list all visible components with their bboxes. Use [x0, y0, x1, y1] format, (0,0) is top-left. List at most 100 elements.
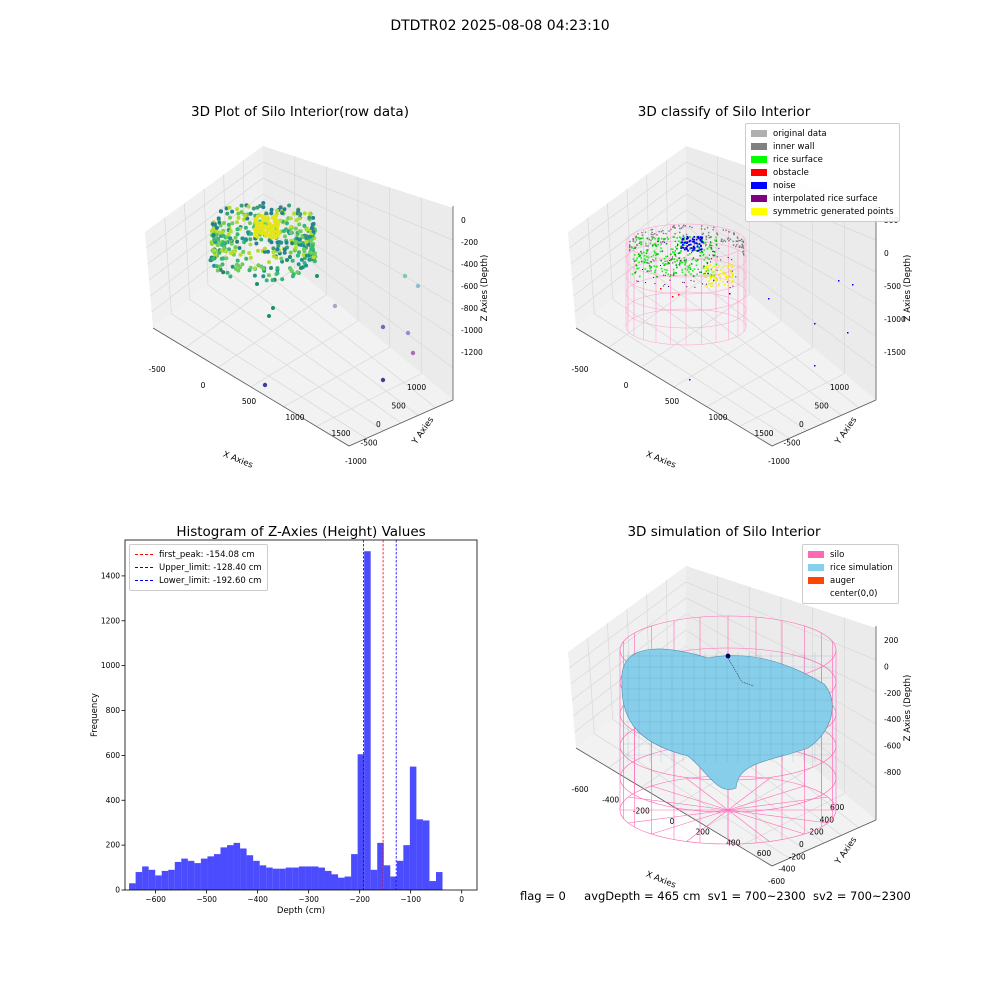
raw-point: [230, 209, 235, 214]
sim-silo-base-spoke: [628, 796, 729, 811]
classify-noise-point: [686, 236, 689, 238]
raw-top-point: [255, 234, 260, 239]
raw-point: [251, 206, 256, 211]
raw-point: [214, 229, 219, 234]
classify-rice-point: [707, 272, 709, 275]
classify-wall-point: [733, 233, 735, 236]
legend-line-swatch: [135, 567, 153, 568]
classify-rice-point: [662, 240, 665, 243]
classify-rice-point: [673, 258, 675, 260]
classify-noise-point: [693, 247, 696, 249]
classify-rice-point: [685, 259, 687, 261]
classify-wall-point: [632, 240, 634, 242]
classify-rice-point: [668, 262, 670, 265]
sim-gridline: [685, 581, 877, 661]
classify-rice-point: [639, 275, 641, 278]
sim-x-label: X Axies: [644, 870, 677, 891]
classify-rice-point: [670, 259, 672, 261]
raw-point: [233, 248, 238, 253]
classify-interp-point: [710, 258, 712, 260]
classify-wall-point: [673, 227, 675, 229]
classify-rice-point: [681, 261, 684, 263]
raw-top-point: [267, 223, 272, 228]
classify-wall-point: [682, 235, 684, 237]
classify-rice-point: [669, 253, 672, 256]
classify-wall-point: [735, 245, 737, 248]
classify-rice-point: [710, 236, 712, 238]
sim-x-tick: -400: [602, 796, 619, 805]
classify-symmetric-point: [718, 265, 720, 267]
classify-wall-point: [707, 234, 710, 237]
classify-interp-point: [683, 282, 685, 284]
raw-point: [282, 250, 287, 255]
raw-z-tick: -400: [461, 260, 478, 269]
classify-interp-point: [664, 260, 666, 262]
sv1-readout: sv1 = 700~2300: [707, 889, 806, 903]
classify-noise-outlier: [689, 379, 691, 381]
raw-top-point: [264, 231, 269, 236]
classify-symmetric-point: [704, 271, 706, 273]
raw-point: [296, 262, 301, 267]
classify-interp-point: [718, 247, 720, 249]
raw-point: [312, 259, 317, 264]
sim-silo-base-spoke: [686, 809, 729, 842]
classify-noise-point: [691, 240, 694, 243]
raw-point: [247, 251, 252, 256]
classify-rice-point: [673, 236, 676, 238]
raw-point: [261, 205, 266, 210]
classify-noise-outlier: [729, 293, 731, 295]
classify-wall-point: [652, 236, 654, 239]
classify-symmetric-point: [717, 274, 720, 276]
legend-entry: Lower_limit: -192.60 cm: [135, 574, 262, 587]
histogram-bar: [148, 869, 156, 890]
classify-noise-point: [701, 240, 704, 243]
raw-point: [274, 255, 279, 260]
classify-interp-point: [686, 286, 688, 288]
raw-point: [248, 237, 253, 242]
classify-wall-point: [660, 230, 663, 233]
classify-rice-point: [640, 237, 642, 240]
classify-rice-point: [692, 257, 695, 260]
raw-point: [220, 230, 225, 235]
classify-noise-outlier: [852, 284, 854, 286]
sim-z-label: Z Axies (Depth): [903, 675, 913, 742]
raw-point: [296, 208, 301, 213]
classify-symmetric-point: [719, 279, 722, 281]
histogram-bar: [142, 866, 149, 890]
classify-interp-point: [660, 265, 661, 266]
classify-wall-point: [648, 238, 651, 241]
raw-outlier-point: [262, 382, 268, 388]
classify-wall-point: [629, 250, 631, 252]
raw-point: [275, 208, 279, 213]
classify-rice-point: [644, 258, 646, 260]
classify-symmetric-point: [731, 281, 734, 283]
classify-symmetric-point: [731, 266, 734, 268]
classify-interp-point: [647, 249, 649, 251]
raw-point: [300, 235, 305, 240]
raw-scatter-point: [255, 282, 259, 286]
classify-wall-point: [728, 240, 730, 242]
classify-wall-point: [650, 229, 652, 231]
classify-rice-point: [638, 236, 640, 239]
classify-rice-point: [672, 268, 675, 271]
raw-point: [269, 207, 274, 212]
classify-rice-point: [686, 269, 689, 271]
sim-x-tick: -600: [571, 785, 588, 794]
classify-interp-point: [649, 265, 651, 267]
classify-wall-point: [724, 240, 727, 243]
classify-rice-point: [677, 240, 680, 242]
classify-rice-point: [708, 258, 710, 260]
classify-rice-point: [681, 261, 683, 264]
classify-rice-point: [635, 259, 637, 262]
classify-interp-point: [677, 243, 678, 245]
classify-rice-point: [673, 251, 676, 254]
raw-point: [275, 266, 280, 271]
classify-noise-point: [693, 245, 695, 248]
classify-interp-point: [704, 272, 706, 274]
classify-wall-point: [658, 231, 660, 233]
classify-rice-point: [697, 244, 699, 246]
raw-top-point: [261, 224, 266, 229]
classify-rice-point: [689, 266, 691, 269]
sim-axes3d: -600 -400 -200 0 200 400 600 600 400 200 0 -200 -400…: [568, 566, 913, 891]
histogram-bar: [292, 867, 299, 890]
